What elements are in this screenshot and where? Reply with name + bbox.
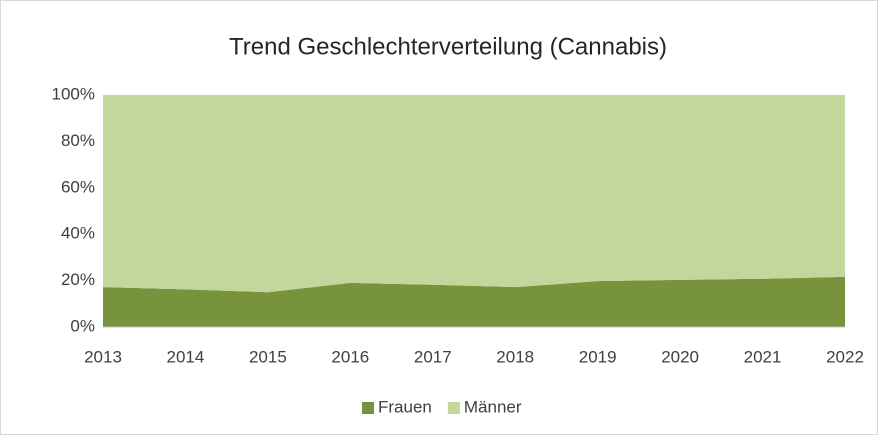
x-tick-label: 2020 bbox=[661, 347, 699, 366]
legend-swatch bbox=[447, 402, 460, 414]
x-tick-label: 2018 bbox=[496, 347, 534, 366]
area bbox=[103, 95, 845, 293]
y-tick-label: 20% bbox=[61, 270, 95, 289]
x-tick-label: 2016 bbox=[331, 347, 369, 366]
x-tick-label: 2021 bbox=[744, 347, 782, 366]
x-tick-label: 2013 bbox=[84, 347, 122, 366]
x-tick-label: 2019 bbox=[579, 347, 617, 366]
y-tick-label: 40% bbox=[61, 224, 95, 243]
y-tick-label: 60% bbox=[61, 177, 95, 196]
y-tick-label: 100% bbox=[52, 84, 95, 103]
chart-title: Trend Geschlechterverteilung (Cannabis) bbox=[229, 33, 667, 60]
x-tick-label: 2022 bbox=[826, 347, 864, 366]
x-tick-label: 2014 bbox=[167, 347, 205, 366]
legend-swatch bbox=[362, 402, 374, 414]
y-tick-label: 0% bbox=[70, 316, 95, 335]
x-tick-label: 2017 bbox=[414, 347, 452, 366]
x-tick-label: 2015 bbox=[249, 347, 287, 366]
legend-label: Männer bbox=[464, 397, 522, 416]
y-tick-label: 80% bbox=[61, 131, 95, 150]
legend-label: Frauen bbox=[378, 397, 432, 416]
area bbox=[103, 276, 845, 327]
